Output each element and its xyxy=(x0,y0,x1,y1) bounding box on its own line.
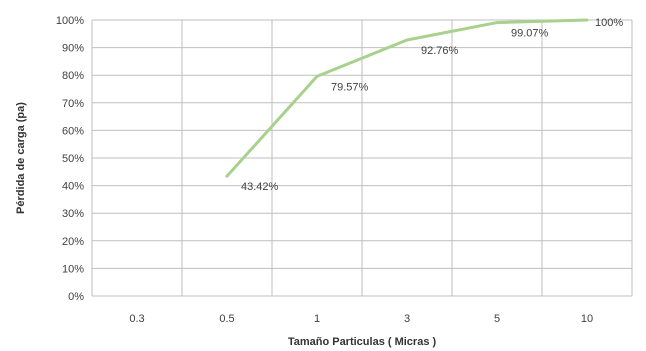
x-tick-label: 0.5 xyxy=(219,313,234,325)
y-tick-label: 90% xyxy=(62,43,84,55)
data-label: 79.57% xyxy=(331,81,369,93)
y-tick-label: 40% xyxy=(62,181,84,193)
series-layer xyxy=(225,18,589,178)
y-axis-ticks: 0% 10% 20% 30% 40% 50% 60% 70% 80% 90% 100% xyxy=(56,15,84,303)
data-label: 100% xyxy=(595,17,623,29)
data-label: 92.76% xyxy=(421,45,459,57)
y-tick-label: 10% xyxy=(62,263,84,275)
y-tick-label: 80% xyxy=(62,70,84,82)
y-tick-label: 50% xyxy=(62,153,84,165)
series-line xyxy=(225,18,589,178)
data-labels: 43.42% 79.57% 92.76% 99.07% 100% xyxy=(241,17,623,193)
data-label: 43.42% xyxy=(241,181,279,193)
y-tick-label: 70% xyxy=(62,98,84,110)
x-tick-label: 5 xyxy=(494,313,500,325)
x-tick-label: 3 xyxy=(404,313,410,325)
y-tick-label: 100% xyxy=(56,15,84,27)
y-tick-label: 60% xyxy=(62,125,84,137)
y-axis-title: Pérdida de carga (pa) xyxy=(15,102,27,214)
x-axis-ticks: 0.3 0.5 1 3 5 10 xyxy=(129,313,593,325)
y-tick-label: 20% xyxy=(62,236,84,248)
data-label: 99.07% xyxy=(511,28,549,40)
y-tick-label: 0% xyxy=(68,291,84,303)
x-tick-label: 10 xyxy=(581,313,593,325)
x-axis-title: Tamaño Particulas ( Micras ) xyxy=(288,336,437,348)
x-tick-label: 0.3 xyxy=(129,313,144,325)
x-tick-label: 1 xyxy=(314,313,320,325)
y-tick-label: 30% xyxy=(62,208,84,220)
grid xyxy=(91,19,633,297)
